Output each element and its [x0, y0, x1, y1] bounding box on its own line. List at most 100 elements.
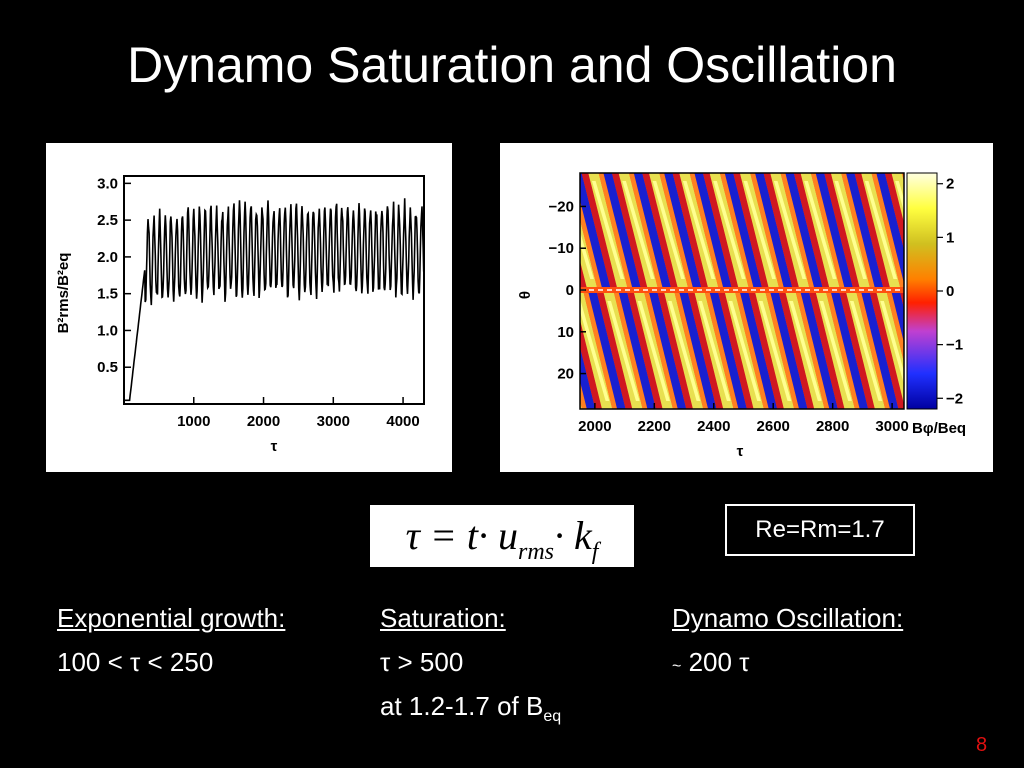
field-band — [846, 173, 884, 287]
field-band-core — [804, 181, 837, 279]
field-band — [689, 173, 724, 287]
field-band — [750, 173, 784, 287]
field-band — [815, 173, 853, 287]
x-tick-label: 2000 — [247, 413, 280, 430]
field-band — [735, 293, 769, 409]
field-band-core — [819, 301, 852, 401]
tau-formula: τ = t· urms· kf — [370, 505, 634, 567]
field-band-core — [773, 181, 807, 279]
growth-heading: Exponential growth: — [57, 603, 286, 633]
y-tick-label: 0 — [566, 282, 574, 299]
field-band — [952, 173, 991, 287]
colorbar-tick-label: 2 — [946, 176, 954, 193]
field-band-core — [580, 301, 610, 401]
field-band — [785, 173, 823, 287]
field-band — [793, 173, 830, 287]
field-band — [659, 173, 693, 287]
field-band — [991, 293, 993, 409]
x-tick-label: 2600 — [757, 418, 790, 435]
formula-k-sub: f — [591, 539, 599, 565]
field-band-core — [789, 301, 822, 401]
field-band — [748, 293, 784, 409]
field-band — [628, 173, 663, 287]
oscillation-heading: Dynamo Oscillation: — [672, 603, 904, 633]
field-band-core — [758, 301, 792, 401]
field-band — [614, 293, 648, 409]
formula-u-sub: rms — [517, 539, 554, 565]
field-band-core — [652, 181, 685, 279]
field-band-core — [956, 181, 988, 279]
field-band — [528, 173, 567, 287]
field-band — [580, 346, 596, 409]
colorbar-tick-label: −1 — [946, 337, 963, 354]
x-tick-label: 2800 — [816, 418, 849, 435]
field-band — [580, 200, 602, 287]
field-band — [831, 293, 869, 409]
page-number: 8 — [976, 734, 988, 756]
slide-title: Dynamo Saturation and Oscillation — [127, 37, 897, 93]
field-band — [580, 381, 587, 409]
field-band — [649, 293, 687, 409]
field-band — [826, 293, 860, 409]
field-band-core — [743, 181, 776, 279]
y-tick-label: 10 — [557, 324, 574, 341]
field-band — [644, 293, 678, 409]
field-band-core — [698, 301, 731, 401]
field-band — [861, 293, 899, 409]
field-band-core — [971, 301, 993, 401]
colorbar-tick-label: 1 — [946, 229, 954, 246]
field-band-core — [591, 181, 625, 279]
field-band — [679, 293, 717, 409]
saturation-column: Saturation: τ > 500 at 1.2-1.7 of Beq — [380, 596, 561, 739]
field-band — [664, 173, 702, 287]
x-axis-label: τ — [737, 443, 744, 460]
x-tick-label: 2400 — [697, 418, 730, 435]
field-band — [642, 173, 678, 287]
y-tick-label: 2.5 — [97, 212, 118, 229]
formula-u: u — [497, 513, 518, 558]
field-band — [780, 173, 814, 287]
field-band — [508, 173, 541, 287]
y-tick-label: −10 — [549, 240, 574, 257]
field-band — [523, 293, 556, 409]
field-band — [528, 293, 565, 409]
field-band — [824, 173, 860, 287]
field-band — [733, 173, 769, 287]
field-band — [588, 293, 626, 409]
field-band — [657, 293, 693, 409]
formula-lhs: τ = t· — [405, 513, 488, 558]
colorbar-tick-label: 0 — [946, 283, 954, 300]
x-tick-label: 2200 — [638, 418, 671, 435]
field-band — [740, 293, 778, 409]
field-band — [597, 293, 633, 409]
field-band — [978, 293, 993, 409]
colorbar-label: Bφ/Beq — [912, 420, 966, 437]
growth-column: Exponential growth: 100 < τ < 250 — [57, 596, 285, 684]
colorbar-tick-label: −2 — [946, 390, 963, 407]
x-tick-label: 3000 — [317, 413, 350, 430]
field-band — [937, 173, 974, 287]
field-band — [688, 293, 724, 409]
field-band — [755, 173, 793, 287]
field-band — [891, 173, 904, 223]
saturation-threshold: τ > 500 — [380, 647, 464, 677]
field-band — [724, 173, 762, 287]
field-band — [521, 173, 556, 287]
field-band — [884, 173, 904, 250]
saturation-heading: Saturation: — [380, 603, 506, 633]
field-band-core — [849, 301, 883, 401]
y-axis-label: B²rms/B²eq — [55, 253, 72, 334]
y-tick-label: 0.5 — [97, 359, 118, 376]
field-band — [694, 173, 732, 287]
y-tick-label: 1.5 — [97, 286, 118, 303]
map-frame — [579, 172, 905, 410]
field-band — [611, 173, 648, 287]
field-band — [778, 293, 815, 409]
x-tick-label: 4000 — [386, 413, 419, 430]
field-band — [765, 293, 800, 409]
field-band — [500, 173, 536, 287]
growth-range: 100 < τ < 250 — [57, 647, 214, 677]
field-band — [672, 173, 708, 287]
field-band-core — [864, 181, 898, 279]
